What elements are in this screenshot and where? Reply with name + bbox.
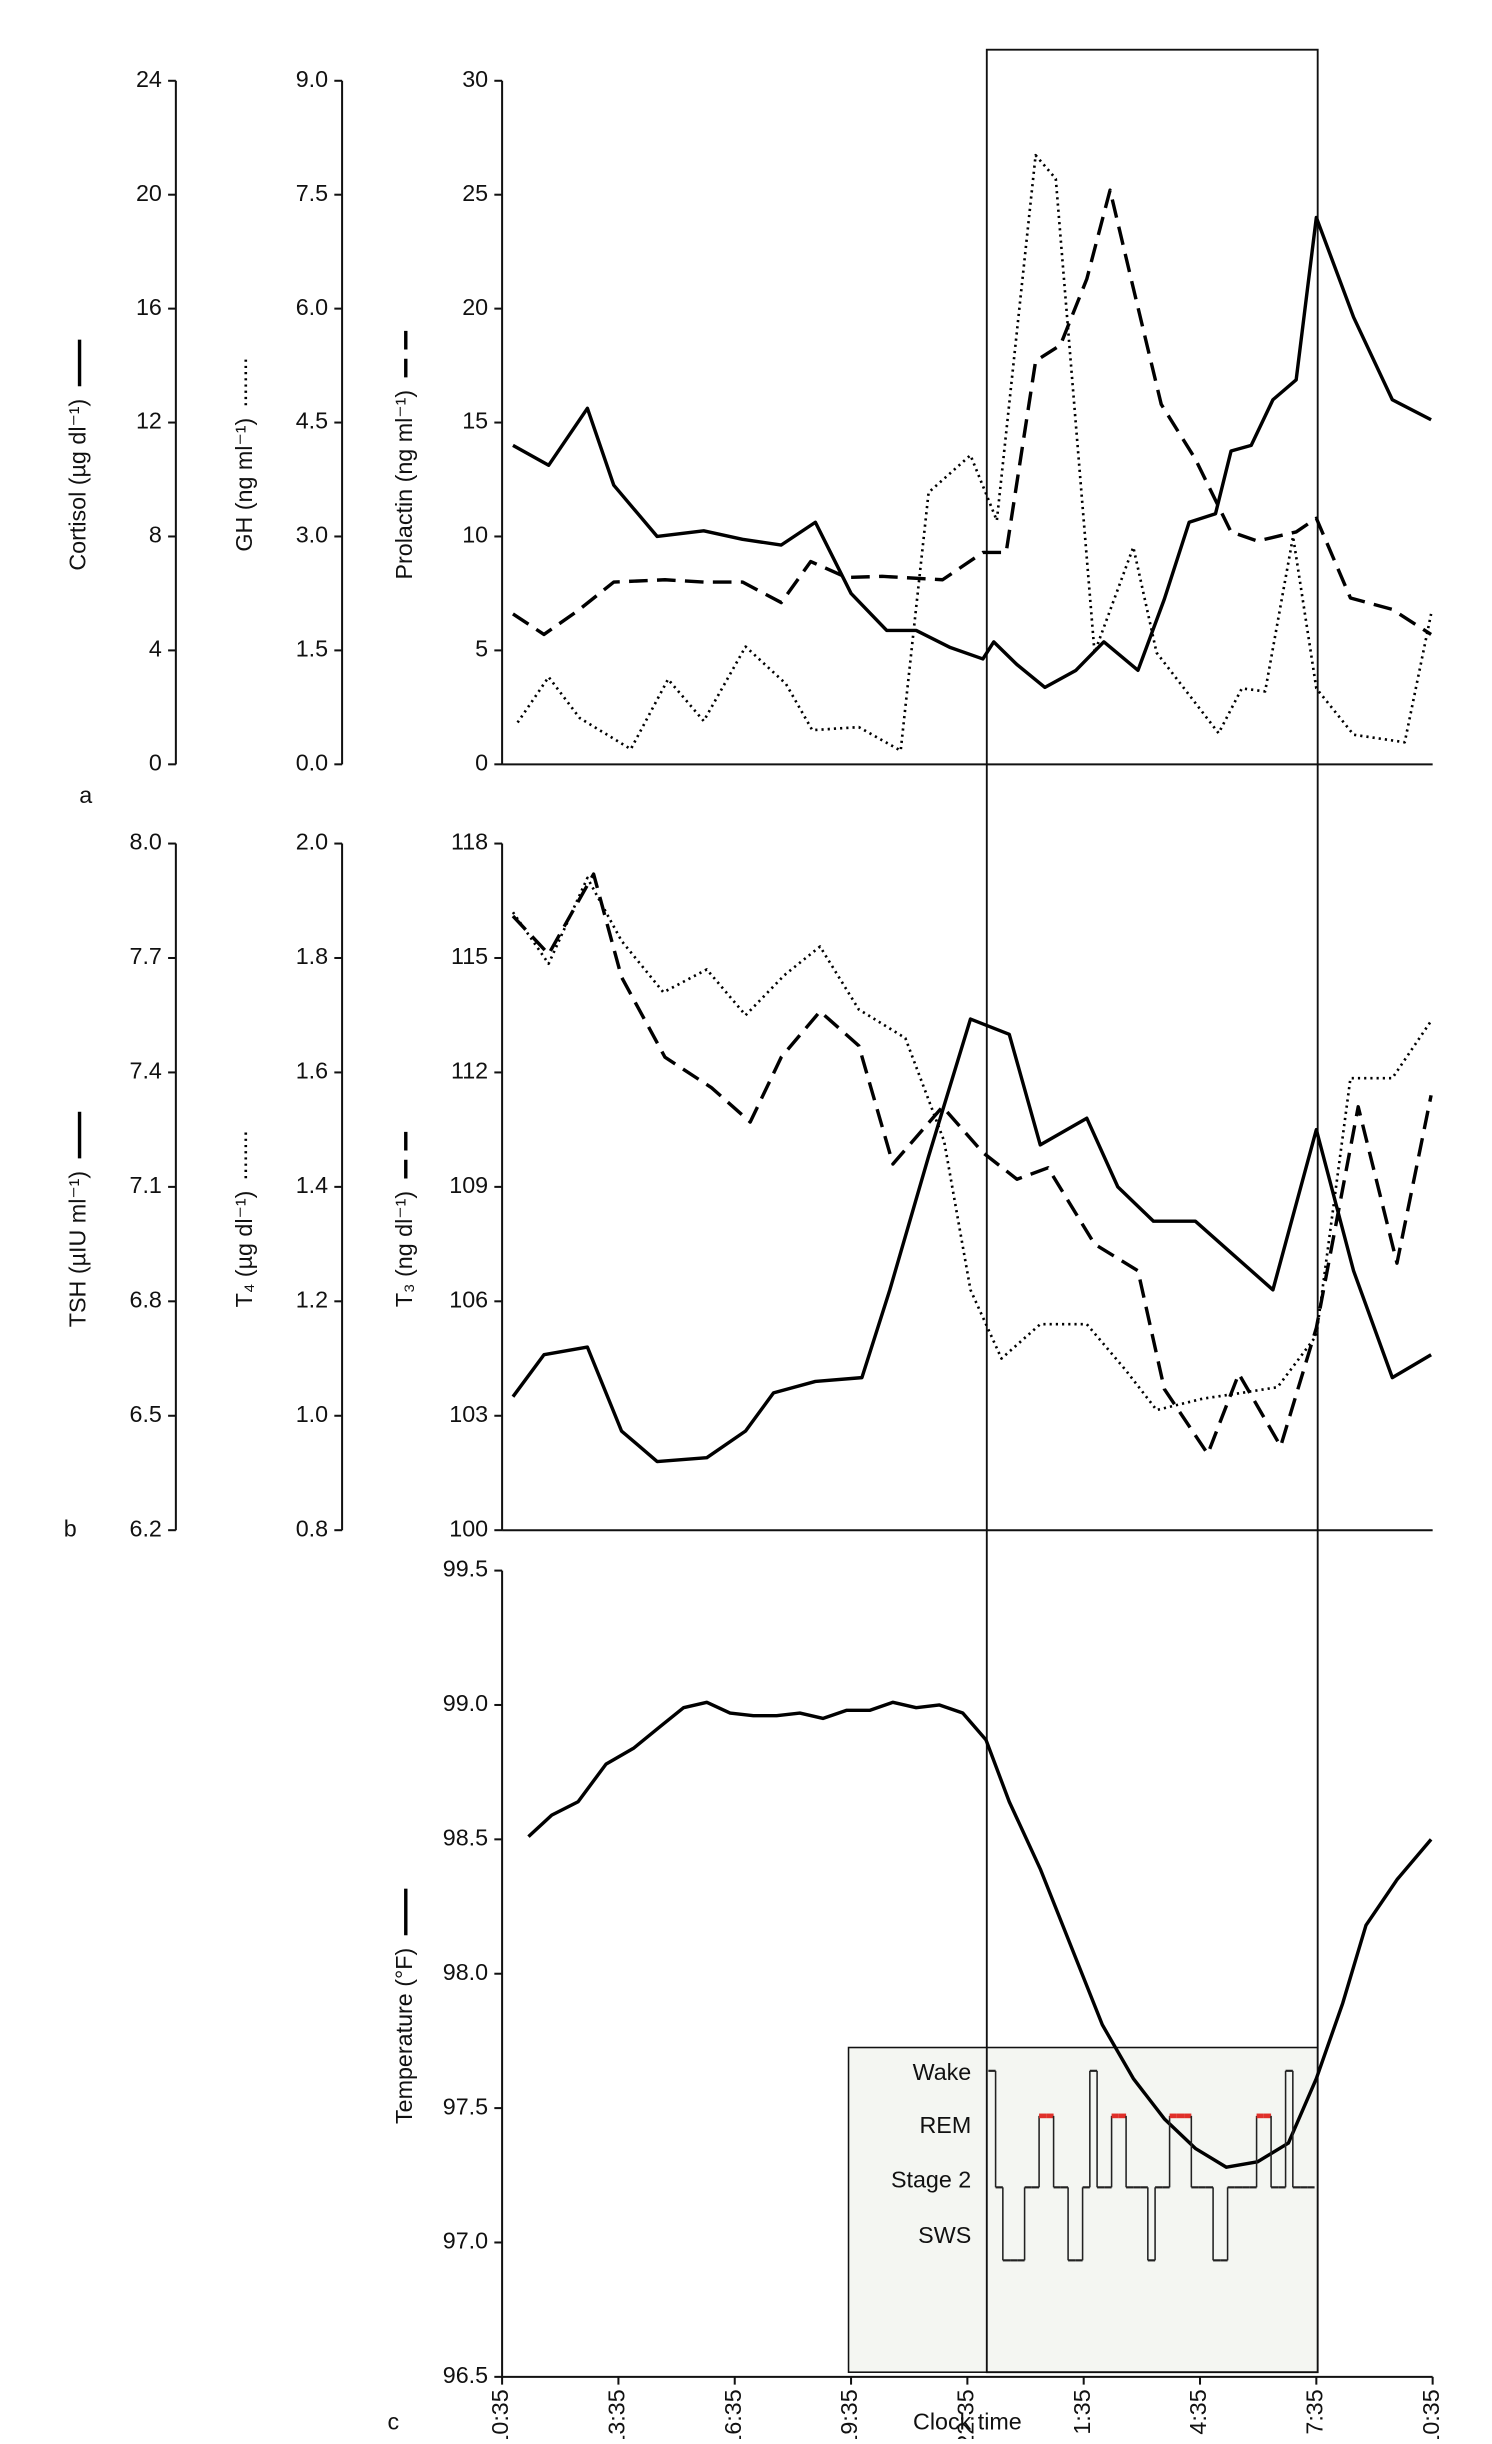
y-tick-label: 118 <box>451 829 488 855</box>
y-tick-label: 1.6 <box>296 1058 328 1084</box>
axis-label: Cortisol (µg dl⁻¹) <box>65 399 91 571</box>
y-tick-label: 6.5 <box>129 1401 161 1427</box>
y-tick-label: 97.0 <box>443 2228 488 2254</box>
axis-label: T₃ (ng dl⁻¹) <box>391 1191 417 1307</box>
series-line <box>512 188 1433 637</box>
y-tick-label: 7.1 <box>129 1172 161 1198</box>
hypnogram-label: REM <box>919 2112 971 2138</box>
y-tick-label: 106 <box>449 1286 488 1312</box>
y-tick-label: 7.5 <box>296 180 328 206</box>
y-tick-label: 115 <box>451 943 488 969</box>
panel-label: a <box>79 782 92 808</box>
y-tick-label: 8 <box>149 522 162 548</box>
y-tick-label: 6.0 <box>296 294 328 320</box>
y-tick-label: 1.0 <box>296 1401 328 1427</box>
x-tick-label: 1:35 <box>1069 2389 1095 2434</box>
y-tick-label: 6.8 <box>129 1286 161 1312</box>
x-axis-label: Clock time <box>913 2409 1022 2435</box>
y-tick-label: 1.8 <box>296 943 328 969</box>
panel-label: b <box>64 1515 77 1541</box>
x-tick-label: 10:35 <box>1418 2389 1444 2439</box>
panel-label: c <box>388 2409 400 2435</box>
y-tick-label: 12 <box>136 408 162 434</box>
x-tick-label: 22:35 <box>953 2389 979 2439</box>
y-tick-label: 1.5 <box>296 636 328 662</box>
y-tick-label: 4.5 <box>296 408 328 434</box>
y-tick-label: 5 <box>475 636 488 662</box>
y-tick-label: 97.5 <box>443 2093 488 2119</box>
y-tick-label: 2.0 <box>296 829 328 855</box>
y-tick-label: 100 <box>449 1515 488 1541</box>
y-tick-label: 1.4 <box>296 1172 328 1198</box>
axis-label: T₄ (µg dl⁻¹) <box>231 1191 257 1308</box>
y-tick-label: 109 <box>449 1172 488 1198</box>
y-tick-label: 3.0 <box>296 522 328 548</box>
y-tick-label: 0 <box>149 749 162 775</box>
y-tick-label: 6.2 <box>129 1515 161 1541</box>
y-tick-label: 98.0 <box>443 1959 488 1985</box>
y-tick-label: 0.0 <box>296 749 328 775</box>
series-line <box>512 215 1432 690</box>
series-line <box>527 1700 1433 2169</box>
y-tick-label: 8.0 <box>129 829 161 855</box>
axis-label: TSH (µIU ml⁻¹) <box>65 1171 91 1327</box>
y-tick-label: 15 <box>462 408 488 434</box>
sleep-window-box <box>985 48 1319 2374</box>
hypnogram-label: Wake <box>913 2059 972 2085</box>
y-tick-label: 0 <box>475 749 488 775</box>
y-tick-label: 20 <box>462 294 488 320</box>
hypnogram-label: Stage 2 <box>891 2166 971 2192</box>
y-tick-label: 1.2 <box>296 1286 328 1312</box>
y-tick-label: 98.5 <box>443 1825 488 1851</box>
x-tick-label: 7:35 <box>1301 2389 1327 2434</box>
y-tick-label: 25 <box>462 180 488 206</box>
y-tick-label: 16 <box>136 294 162 320</box>
series-line <box>511 872 1433 1456</box>
y-tick-label: 99.0 <box>443 1690 488 1716</box>
y-tick-label: 0.8 <box>296 1515 328 1541</box>
x-tick-label: 16:35 <box>720 2389 746 2439</box>
x-tick-label: 19:35 <box>836 2389 862 2439</box>
axis-label: Temperature (°F) <box>391 1948 417 2124</box>
y-tick-label: 9.0 <box>296 66 328 92</box>
y-tick-label: 96.5 <box>443 2362 488 2388</box>
x-tick-label: 10:35 <box>487 2389 513 2439</box>
y-tick-label: 99.5 <box>443 1556 488 1582</box>
x-tick-label: 4:35 <box>1185 2389 1211 2434</box>
y-tick-label: 10 <box>462 522 488 548</box>
y-tick-label: 20 <box>136 180 162 206</box>
y-tick-label: 112 <box>451 1058 488 1084</box>
y-tick-label: 7.4 <box>129 1058 161 1084</box>
y-tick-label: 4 <box>149 636 162 662</box>
hypnogram-label: SWS <box>918 2222 971 2248</box>
y-tick-label: 30 <box>462 66 488 92</box>
series-line <box>511 876 1433 1412</box>
y-tick-label: 24 <box>136 66 162 92</box>
series-line <box>516 153 1433 752</box>
axis-label: GH (ng ml⁻¹) <box>231 418 257 552</box>
y-tick-label: 103 <box>449 1401 488 1427</box>
axis-label: Prolactin (ng ml⁻¹) <box>391 390 417 580</box>
y-tick-label: 7.7 <box>129 943 161 969</box>
series-line <box>511 1017 1432 1464</box>
x-tick-label: 13:35 <box>604 2389 630 2439</box>
